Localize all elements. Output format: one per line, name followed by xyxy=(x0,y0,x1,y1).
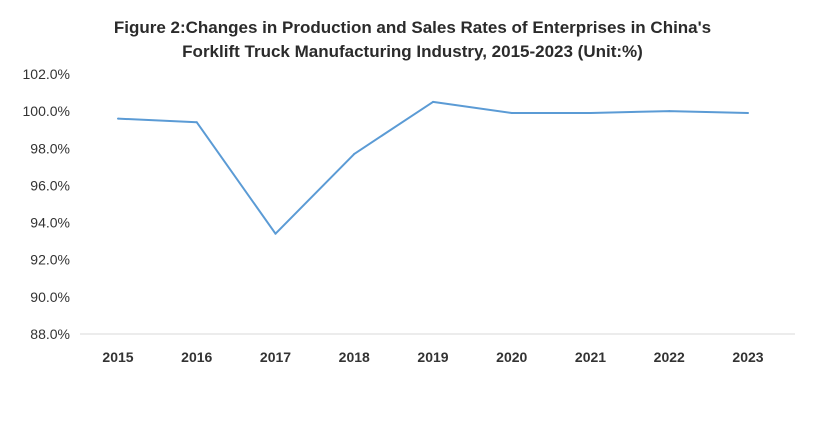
data-point-2018 xyxy=(353,152,356,155)
y-axis-ticks: 88.0% 90.0% 92.0% 94.0% 96.0% 98.0% 100.0% 102.… xyxy=(23,66,70,342)
data-point-2016 xyxy=(195,121,198,124)
series-line xyxy=(117,100,749,235)
x-tick-label: 2019 xyxy=(417,349,448,365)
x-tick-label: 2023 xyxy=(732,349,763,365)
y-tick-label: 88.0% xyxy=(30,326,70,342)
chart-title-line-2: Forklift Truck Manufacturing Industry, 2… xyxy=(182,42,643,61)
y-tick-label: 92.0% xyxy=(30,252,70,268)
data-point-2019 xyxy=(432,100,434,103)
y-tick-label: 102.0% xyxy=(23,66,70,82)
x-tick-label: 2022 xyxy=(654,349,685,365)
x-tick-label: 2016 xyxy=(181,349,212,365)
data-point-2023 xyxy=(747,112,749,114)
data-point-2022 xyxy=(668,110,671,113)
data-point-2017 xyxy=(274,232,277,235)
x-tick-label: 2017 xyxy=(260,349,291,365)
series-points xyxy=(117,100,749,235)
x-tick-label: 2015 xyxy=(102,349,133,365)
y-tick-label: 90.0% xyxy=(30,289,70,305)
y-tick-label: 98.0% xyxy=(30,140,70,156)
chart-title-line-1: Figure 2:Changes in Production and Sales… xyxy=(113,18,712,37)
y-tick-label: 100.0% xyxy=(23,103,70,119)
data-point-2021 xyxy=(589,112,592,114)
y-tick-label: 94.0% xyxy=(30,215,70,231)
x-tick-label: 2021 xyxy=(575,349,606,365)
x-axis-ticks: 2015 2016 2017 2018 2019 2020 2021 2022 2023 xyxy=(102,349,763,365)
chart-title: Figure 2:Changes in Production and Sales… xyxy=(0,16,825,64)
data-point-2015 xyxy=(117,117,119,120)
x-tick-label: 2020 xyxy=(496,349,527,365)
y-tick-label: 96.0% xyxy=(30,177,70,193)
x-tick-label: 2018 xyxy=(339,349,370,365)
data-point-2020 xyxy=(510,112,513,114)
